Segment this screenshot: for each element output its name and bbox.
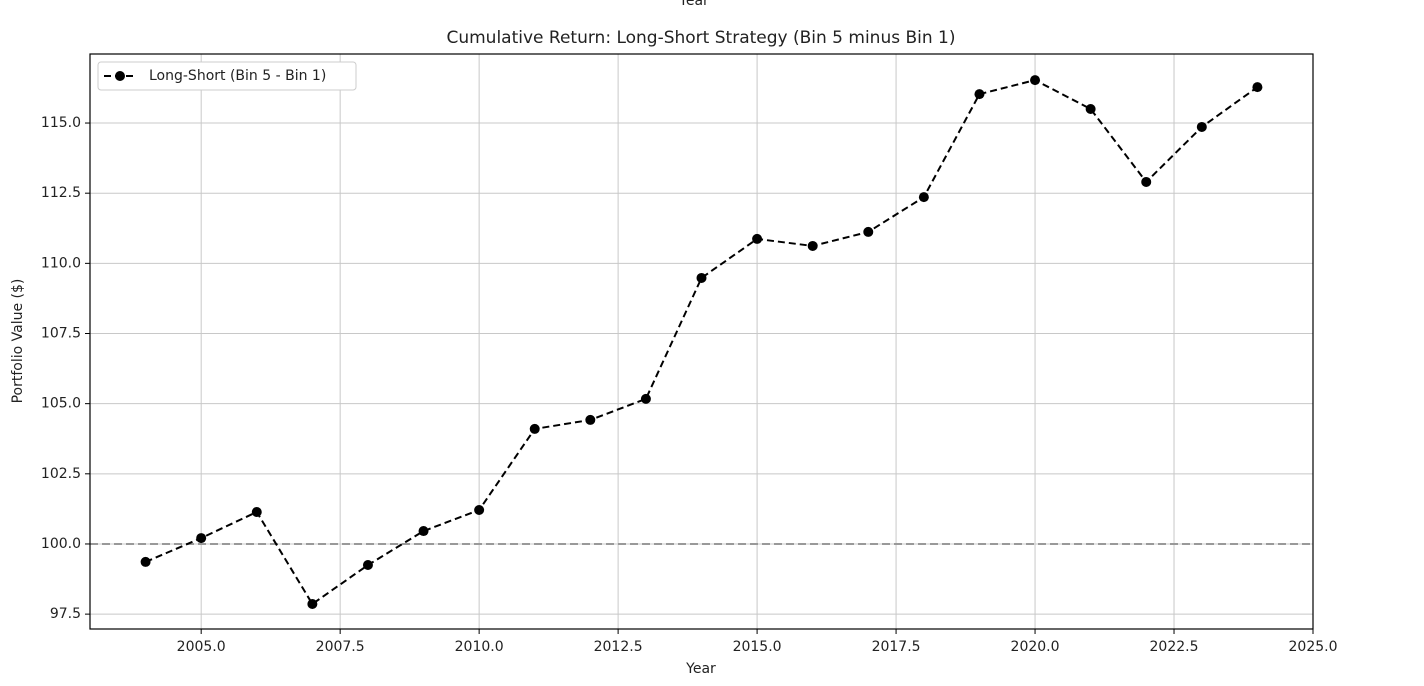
x-tick-label: 2010.0 — [455, 639, 504, 655]
data-point — [863, 226, 874, 237]
plot-frame — [89, 53, 1314, 630]
y-tick-label: 112.5 — [41, 185, 81, 201]
data-point — [529, 423, 540, 434]
x-tick-label: 2020.0 — [1011, 639, 1060, 655]
x-tick-label: 2012.5 — [594, 639, 643, 655]
x-tick-label: 2017.5 — [872, 639, 921, 655]
data-point — [251, 506, 262, 517]
data-point — [696, 272, 707, 283]
x-tick-label: 2007.5 — [316, 639, 365, 655]
x-tick-label: 2025.0 — [1289, 639, 1338, 655]
chart-title: Cumulative Return: Long-Short Strategy (… — [446, 28, 955, 48]
data-point — [140, 556, 151, 567]
x-tick-label: 2005.0 — [177, 639, 226, 655]
data-point — [474, 505, 485, 516]
y-tick-label: 105.0 — [41, 396, 81, 412]
y-tick-label: 102.5 — [41, 466, 81, 482]
y-tick-label: 100.0 — [41, 536, 81, 552]
y-tick-label: 115.0 — [41, 115, 81, 131]
legend-box — [97, 61, 357, 91]
data-point — [1141, 176, 1152, 187]
data-point — [640, 393, 651, 404]
y-tick-label: 107.5 — [41, 326, 81, 342]
legend-label: Long-Short (Bin 5 - Bin 1) — [149, 68, 326, 84]
data-point — [1085, 104, 1096, 115]
data-line — [145, 79, 1258, 606]
data-point — [418, 526, 429, 537]
y-tick-label: 97.5 — [50, 606, 81, 622]
data-point — [362, 560, 373, 571]
data-point — [585, 414, 596, 425]
data-point — [1196, 121, 1207, 132]
data-point — [307, 599, 318, 610]
data-point — [918, 192, 929, 203]
x-axis-label: Year — [685, 661, 716, 677]
data-point — [752, 233, 763, 244]
y-tick-label: 110.0 — [41, 255, 81, 271]
legend-marker — [115, 71, 125, 81]
y-axis-label: Portfolio Value ($) — [10, 279, 26, 404]
data-point — [196, 533, 207, 544]
data-point — [1030, 75, 1041, 86]
data-point — [807, 240, 818, 251]
clipped-label: Year — [678, 0, 709, 9]
data-point — [1252, 82, 1263, 93]
data-point — [974, 89, 985, 100]
x-tick-label: 2015.0 — [733, 639, 782, 655]
x-tick-label: 2022.5 — [1150, 639, 1199, 655]
